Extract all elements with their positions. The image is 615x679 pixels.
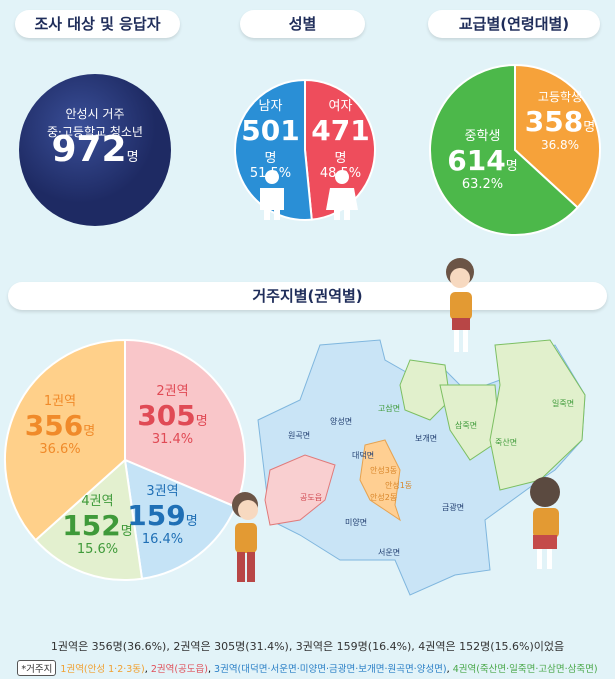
high-unit: 명 xyxy=(583,120,596,135)
legend-r1: 1권역(안성 1·2·3동) xyxy=(60,664,145,675)
map-label-wongok: 원곡면 xyxy=(288,431,311,440)
map-label-anseong2: 안성2동 xyxy=(370,493,398,502)
map-label-anseong3: 안성3동 xyxy=(370,466,398,475)
map-label-geumgwang: 금광면 xyxy=(442,503,465,512)
legend-sep: , xyxy=(207,664,215,675)
male-pct: 51.5% xyxy=(249,166,292,181)
legend-r2: 2권역(공도읍) xyxy=(150,664,208,675)
pie-slice-r1 xyxy=(4,338,126,542)
high-label: 고등학생 xyxy=(537,90,583,104)
r3-label: 3권역 xyxy=(146,484,179,499)
middle-pct: 63.2% xyxy=(461,177,504,192)
high-count: 358 xyxy=(524,105,584,138)
male-unit: 명 xyxy=(264,151,277,166)
region-gosam xyxy=(399,359,451,421)
r1-count: 356 xyxy=(24,409,84,442)
region-anseong xyxy=(359,439,401,522)
pie-slice-r3 xyxy=(123,458,237,580)
r2-pct: 31.4% xyxy=(151,432,194,447)
female-unit: 명 xyxy=(334,151,347,166)
middle-count: 614 xyxy=(447,144,506,177)
female-count: 471 xyxy=(311,114,370,147)
map-label-samjuk: 삼죽면 xyxy=(455,421,478,430)
r1-unit: 명 xyxy=(83,424,96,439)
legend-sep: , xyxy=(144,664,151,675)
region-juksan-iljuk xyxy=(489,339,586,491)
r1-pct: 36.6% xyxy=(39,442,81,457)
respondents-total: 972 xyxy=(51,129,127,170)
respondents-unit: 명 xyxy=(126,150,139,165)
map-label-anseong1: 안성1동 xyxy=(385,481,413,490)
high-pct: 36.8% xyxy=(540,138,580,152)
map-label-seoun: 서운면 xyxy=(378,548,401,557)
legend-r3: 3권역(대덕면·서운면·미양면·금광면·보개면·원곡면·양성면) xyxy=(214,664,447,675)
map-label-iljuk: 일죽면 xyxy=(552,399,575,408)
r4-label: 4권역 xyxy=(81,494,114,509)
middle-unit: 명 xyxy=(505,159,518,174)
student-figure-left xyxy=(232,492,258,582)
map-label-gongdo: 공도읍 xyxy=(300,493,323,502)
anseong-map xyxy=(257,339,586,596)
map-label-bogae: 보개면 xyxy=(415,434,438,443)
male-count: 501 xyxy=(241,114,300,147)
r4-pct: 15.6% xyxy=(76,542,119,557)
pie-slice-male xyxy=(233,78,313,221)
map-label-yangseong: 양성면 xyxy=(330,417,353,426)
legend-r4: 4권역(죽산면·일죽면·고삼면·삼죽면) xyxy=(452,664,598,675)
r3-pct: 16.4% xyxy=(141,532,184,547)
header-gender: 성별 xyxy=(240,10,365,38)
region-samjuk xyxy=(439,384,501,461)
r2-count: 305 xyxy=(137,399,196,432)
female-label: 여자 xyxy=(328,99,353,114)
female-pct: 48.5% xyxy=(319,166,362,181)
map-label-miyang: 미양면 xyxy=(345,518,368,527)
region-gongdo xyxy=(264,454,336,526)
legend-tag: *거주지 xyxy=(17,660,57,676)
respondents-line2: 중·고등학교 청소년 xyxy=(47,125,143,139)
pie-slice-middle xyxy=(429,63,579,236)
r2-label: 2권역 xyxy=(156,384,189,399)
pie-slice-r4 xyxy=(34,458,144,581)
legend-sep: , xyxy=(446,664,453,675)
residence-legend: *거주지 1권역(안성 1·2·3동), 2권역(공도읍), 3권역(대덕면·서운… xyxy=(0,660,615,676)
header-respondents: 조사 대상 및 응답자 xyxy=(15,10,180,38)
pie-slice-high xyxy=(514,63,601,209)
respondents-circle xyxy=(19,74,171,226)
map-label-gosam: 고삼면 xyxy=(378,404,401,413)
map-label-juksan: 죽산면 xyxy=(495,438,518,447)
male-label: 남자 xyxy=(258,99,283,114)
header-region: 거주지별(권역별) xyxy=(8,282,607,310)
map-label-daedeok: 대덕면 xyxy=(352,451,375,460)
r2-unit: 명 xyxy=(195,414,208,429)
female-person-icon xyxy=(326,170,358,220)
student-figure-bottom xyxy=(530,477,560,569)
r3-unit: 명 xyxy=(185,514,198,529)
footer-summary: 1권역은 356명(36.6%), 2권역은 305명(31.4%), 3권역은… xyxy=(50,640,565,653)
student-figure-right xyxy=(446,258,474,352)
respondents-line1: 안성시 거주 xyxy=(65,107,125,121)
r4-unit: 명 xyxy=(120,524,133,539)
pie-slice-r2 xyxy=(124,338,246,509)
r3-count: 159 xyxy=(127,499,186,532)
male-person-icon xyxy=(260,170,284,220)
header-school: 교급별(연령대별) xyxy=(428,10,600,38)
r1-label: 1권역 xyxy=(43,394,77,409)
middle-label: 중학생 xyxy=(464,129,501,144)
r4-count: 152 xyxy=(62,509,121,542)
